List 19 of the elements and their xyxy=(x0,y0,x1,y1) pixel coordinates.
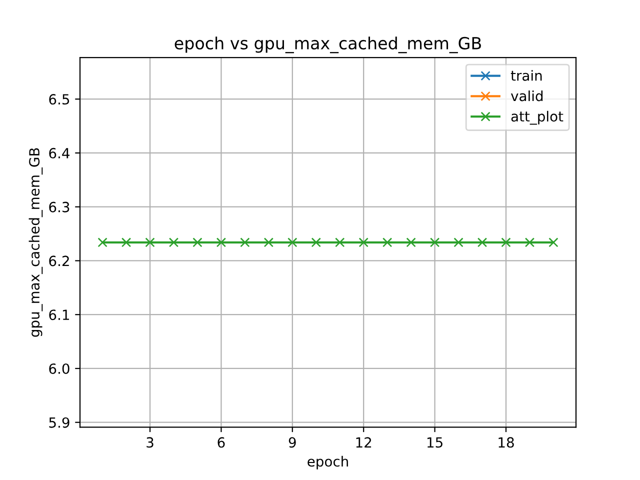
y-tick-label: 6.5 xyxy=(49,94,70,105)
x-tick-label: 18 xyxy=(498,437,514,448)
y-tick-label: 6.2 xyxy=(49,256,69,266)
x-tick-label: 12 xyxy=(356,437,372,448)
y-tick-label: 6.3 xyxy=(49,202,70,212)
x-tick-label: 3 xyxy=(146,437,154,448)
y-tick-label: 5.9 xyxy=(49,417,70,428)
legend-label: train xyxy=(510,70,542,81)
chart-title: epoch vs gpu_max_cached_mem_GB xyxy=(174,36,481,54)
x-axis-title: epoch xyxy=(308,456,348,470)
y-tick-label: 6.4 xyxy=(49,148,70,158)
legend-label: valid xyxy=(510,90,543,102)
y-tick-label: 6.1 xyxy=(49,310,69,320)
legend-label: att_plot xyxy=(511,110,564,125)
x-tick-label: 15 xyxy=(427,437,442,448)
y-tick-label: 6.0 xyxy=(49,363,70,374)
x-tick-label: 6 xyxy=(218,437,225,448)
x-tick-label: 9 xyxy=(288,437,296,448)
y-axis-title: gpu_max_cached_mem_GB xyxy=(28,148,43,337)
